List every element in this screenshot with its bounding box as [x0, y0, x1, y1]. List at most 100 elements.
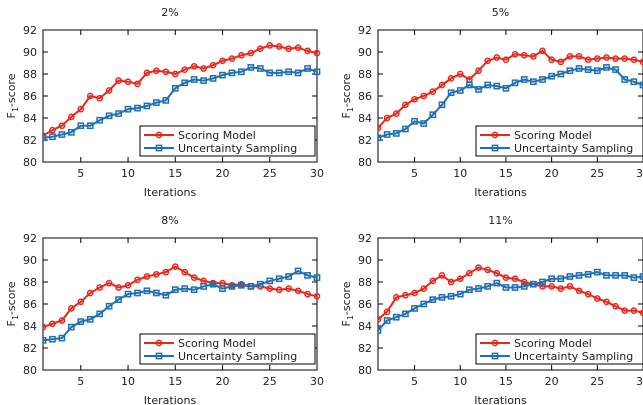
data-point	[557, 285, 565, 292]
data-point	[134, 80, 141, 88]
data-point	[548, 275, 555, 283]
chart-title: 5%	[492, 6, 509, 19]
data-point	[105, 87, 113, 94]
data-point	[219, 57, 226, 65]
x-tick-label: 25	[590, 167, 604, 180]
y-tick-label: 82	[358, 134, 372, 147]
data-point	[603, 272, 610, 279]
data-point	[275, 69, 283, 77]
data-point	[475, 285, 482, 292]
data-point	[86, 289, 94, 297]
data-point	[143, 69, 151, 77]
data-point	[190, 274, 198, 281]
data-point	[49, 126, 56, 134]
data-point	[466, 286, 473, 294]
x-axis-title: Iterations	[474, 186, 527, 199]
y-tick-label: 86	[23, 298, 37, 311]
data-point	[484, 266, 492, 274]
y-axis-title: F1-score	[5, 281, 20, 326]
series-1	[378, 268, 643, 334]
x-tick-label: 10	[121, 375, 135, 388]
data-point	[275, 286, 283, 294]
data-point	[420, 285, 428, 292]
x-tick-label: 5	[77, 375, 84, 388]
data-point	[420, 92, 428, 100]
data-point	[539, 76, 546, 83]
data-point	[456, 87, 464, 94]
x-tick-label: 15	[499, 167, 513, 180]
data-point	[209, 280, 217, 288]
y-tick-label: 92	[358, 232, 372, 245]
data-point	[162, 68, 170, 76]
chart-panel-2: 8% 80 82 84 86 88 90 92 5 10 15 20 25 30 Iterations F1-…	[5, 214, 324, 405]
data-point	[539, 283, 546, 290]
y-tick-label: 88	[23, 276, 37, 289]
y-tick-label: 90	[23, 46, 37, 59]
x-tick-label: 5	[77, 167, 84, 180]
x-tick-label: 20	[545, 375, 559, 388]
data-point	[294, 287, 302, 295]
data-point	[502, 84, 510, 92]
data-point	[378, 134, 382, 142]
data-point	[115, 296, 122, 303]
data-point	[493, 269, 501, 277]
data-point	[520, 278, 528, 286]
series-line	[378, 66, 643, 139]
data-point	[275, 43, 283, 50]
x-tick-label: 20	[545, 167, 559, 180]
data-point	[447, 292, 455, 300]
data-point	[603, 54, 610, 61]
data-point	[456, 70, 464, 78]
series-line	[378, 49, 643, 129]
data-point	[566, 53, 574, 60]
data-point	[256, 45, 264, 53]
x-tick-label: 10	[453, 375, 467, 388]
data-point	[566, 67, 574, 75]
data-point	[639, 58, 643, 66]
data-point	[43, 323, 47, 331]
data-point	[584, 270, 592, 278]
data-point	[621, 307, 629, 314]
data-point	[77, 105, 85, 113]
y-tick-label: 84	[358, 320, 372, 333]
data-point	[238, 281, 245, 289]
data-point	[134, 276, 141, 284]
data-point	[49, 335, 56, 343]
y-tick-label: 88	[358, 68, 372, 81]
data-point	[612, 272, 619, 279]
y-axis-title-rest: -score	[340, 73, 353, 107]
legend-label: Scoring Model	[178, 337, 256, 350]
y-tick-label: 90	[358, 254, 372, 267]
data-point	[105, 279, 113, 287]
data-point	[285, 285, 293, 292]
chart-panel-3: 11% 80 82 84 86 88 90 92 5 10 15 20 25 30 Iterations F1…	[340, 214, 643, 405]
x-tick-label: 15	[168, 167, 182, 180]
data-point	[162, 291, 170, 299]
data-point	[228, 69, 236, 77]
data-point	[134, 104, 141, 112]
data-point	[238, 51, 245, 59]
data-point	[630, 307, 638, 314]
data-point	[548, 56, 555, 64]
x-tick-label: 5	[411, 167, 418, 180]
data-point	[447, 89, 455, 97]
data-point	[378, 327, 382, 334]
data-point	[228, 55, 236, 62]
data-point	[67, 128, 75, 136]
data-point	[43, 134, 47, 142]
data-point	[162, 97, 170, 104]
data-point	[438, 101, 446, 109]
data-point	[584, 66, 592, 73]
y-tick-label: 82	[358, 342, 372, 355]
data-point	[511, 79, 519, 87]
data-point	[447, 278, 455, 286]
data-point	[475, 67, 482, 75]
legend-box	[475, 333, 643, 365]
data-point	[493, 82, 501, 90]
x-tick-label: 30	[310, 375, 324, 388]
data-point	[420, 300, 428, 308]
data-point	[181, 79, 189, 87]
data-point	[575, 53, 583, 60]
